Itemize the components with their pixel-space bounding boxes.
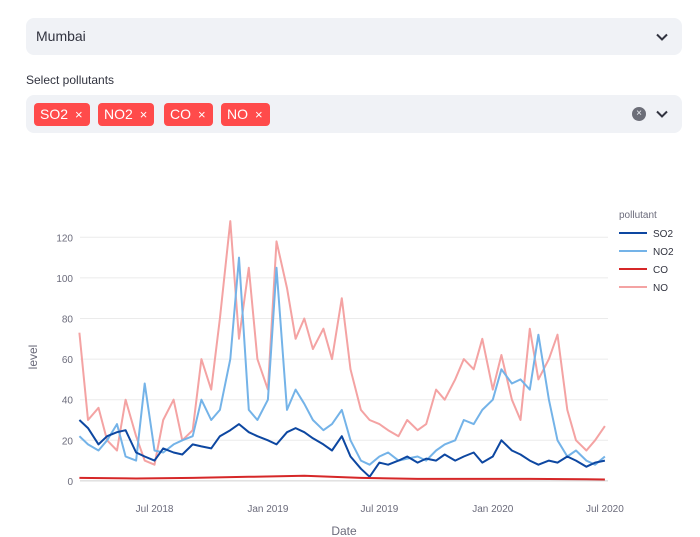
legend-label-no2: NO2 <box>653 247 674 258</box>
city-select[interactable]: Mumbai <box>26 18 682 55</box>
series-line-no <box>78 220 606 466</box>
city-select-value: Mumbai <box>36 28 86 44</box>
pollutant-select-label: Select pollutants <box>26 73 115 87</box>
tag-co[interactable]: CO × <box>164 103 213 126</box>
tag-label: SO2 <box>40 106 69 122</box>
y-tick-label: 80 <box>62 315 74 326</box>
series-line-co <box>79 474 605 481</box>
legend-label-so2: SO2 <box>653 229 673 240</box>
y-tick-label: 40 <box>62 396 74 407</box>
legend[interactable]: pollutant SO2 NO2 CO NO <box>619 210 674 294</box>
x-tick-label: Jul 2020 <box>586 504 624 515</box>
tag-no2[interactable]: NO2 × <box>98 103 155 126</box>
x-axis-label: Date <box>331 524 357 537</box>
y-tick-label: 0 <box>67 477 73 488</box>
chevron-down-icon[interactable] <box>655 107 669 121</box>
x-tick-label: Jan 2019 <box>247 504 289 515</box>
tag-no[interactable]: NO × <box>221 103 270 126</box>
tag-so2[interactable]: SO2 × <box>34 103 90 126</box>
pollutant-line-chart: 0 20 40 60 80 100 120 Jul 2018 Jan 2019 Jul 2019… <box>26 210 674 537</box>
series-line-so2 <box>78 419 606 478</box>
remove-tag-icon[interactable]: × <box>198 107 206 122</box>
legend-title: pollutant <box>619 210 657 221</box>
remove-tag-icon[interactable]: × <box>255 107 263 122</box>
pollutant-multiselect[interactable]: SO2 × NO2 × CO × NO × × <box>26 95 682 133</box>
remove-tag-icon[interactable]: × <box>75 107 83 122</box>
chevron-down-icon[interactable] <box>655 30 669 44</box>
y-tick-label: 120 <box>56 233 73 244</box>
remove-tag-icon[interactable]: × <box>139 107 148 122</box>
legend-label-co: CO <box>653 265 668 276</box>
y-tick-label: 60 <box>62 355 74 366</box>
x-tick-label: Jul 2019 <box>361 504 399 515</box>
y-tick-label: 20 <box>62 436 74 447</box>
x-tick-label: Jan 2020 <box>472 504 514 515</box>
tag-label: NO2 <box>104 106 133 122</box>
x-tick-label: Jul 2018 <box>136 504 174 515</box>
legend-label-no: NO <box>653 283 668 294</box>
y-tick-label: 100 <box>56 274 73 285</box>
tag-label: NO <box>227 106 248 122</box>
tag-label: CO <box>170 106 191 122</box>
clear-all-icon[interactable]: × <box>632 107 646 121</box>
y-axis-label: level <box>26 345 40 370</box>
